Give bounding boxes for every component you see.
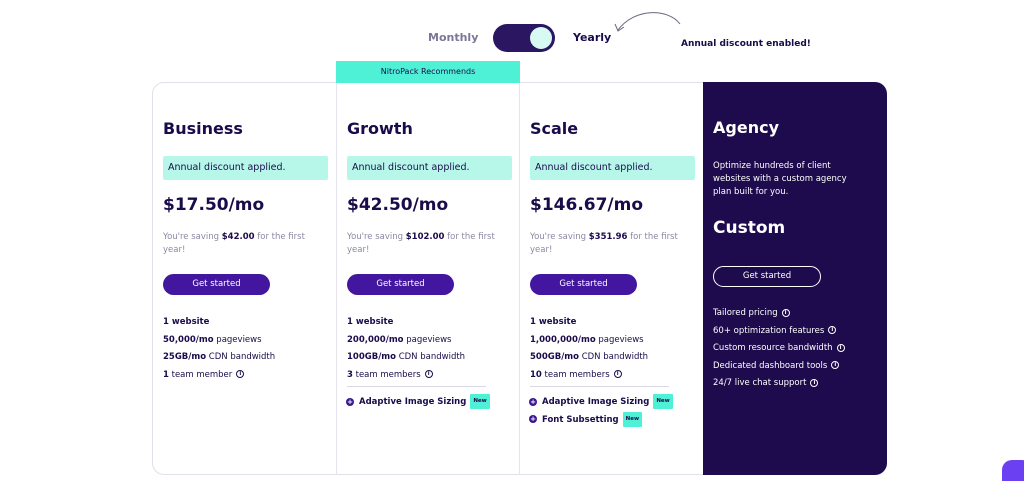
info-icon[interactable]: i (828, 326, 837, 334)
new-badge: New (622, 411, 643, 427)
saving-text: You're saving $42.00 for the first year! (163, 232, 305, 255)
addon-list: + Adaptive Image Sizing New + Font Subsetti… (529, 394, 673, 429)
info-icon[interactable]: i (781, 308, 790, 317)
billing-switch[interactable] (493, 24, 555, 52)
plus-circle-icon: + (346, 397, 354, 406)
plan-price: $146.67/mo (530, 195, 644, 215)
get-started-button[interactable]: Get started (530, 274, 637, 295)
feature-item: 100GB/mo CDN bandwidth (347, 352, 466, 362)
feature-list: Tailored pricing i 60+ optimization featu… (713, 307, 883, 395)
switch-knob (530, 27, 552, 49)
feature-list: 1 website 1,000,000/mo pageviews 500GB/m… (530, 316, 700, 386)
feature-item: 3 team members i (347, 369, 517, 387)
discount-chip: Annual discount applied. (347, 156, 512, 180)
pricing-plans: NitroPack Recommends Business Annual dis… (152, 61, 887, 475)
new-badge: New (653, 394, 673, 409)
discount-chip: Annual discount applied. (530, 156, 695, 180)
get-started-button[interactable]: Get started (163, 274, 270, 295)
plan-agency: Agency Optimize hundreds of client websi… (703, 82, 887, 475)
plan-name: Growth (347, 119, 413, 138)
feature-item: Tailored pricing i (713, 307, 883, 325)
info-icon[interactable]: i (613, 370, 622, 378)
feature-item: 60+ optimization features i (713, 325, 883, 343)
plan-price: Custom (713, 218, 786, 238)
info-icon[interactable]: i (836, 343, 845, 352)
addon-item: + Font Subsetting New (529, 411, 673, 430)
recommend-banner: NitroPack Recommends (336, 61, 520, 83)
info-icon[interactable]: i (424, 370, 433, 378)
feature-list: 1 website 50,000/mo pageviews 25GB/mo CD… (163, 316, 333, 386)
info-icon[interactable]: i (810, 378, 819, 387)
divider (347, 386, 486, 387)
feature-item: 500GB/mo CDN bandwidth (530, 352, 649, 362)
feature-item: 50,000/mo pageviews (163, 334, 262, 345)
plan-name: Agency (713, 118, 779, 137)
plan-business: Business Annual discount applied. $17.50… (153, 83, 336, 474)
saving-text: You're saving $102.00 for the first year… (347, 232, 495, 255)
feature-item: 1 website (163, 317, 210, 327)
feature-item: 25GB/mo CDN bandwidth (163, 352, 276, 362)
feature-item: 1 team member i (163, 369, 333, 387)
feature-list: 1 website 200,000/mo pageviews 100GB/mo … (347, 316, 517, 386)
plan-name: Scale (530, 119, 579, 138)
plan-price: $42.50/mo (347, 195, 449, 215)
curved-arrow-icon (614, 12, 681, 32)
divider (530, 386, 669, 387)
feature-item: 1 website (347, 317, 394, 327)
feature-item: 1 website (530, 317, 577, 327)
plan-name: Business (163, 119, 243, 138)
discount-chip: Annual discount applied. (163, 156, 328, 180)
info-icon[interactable]: i (236, 370, 245, 378)
feature-item: Dedicated dashboard tools i (713, 360, 883, 378)
get-started-button[interactable]: Get started (713, 266, 821, 287)
discount-note: Annual discount enabled! (681, 39, 811, 49)
plan-growth: Growth Annual discount applied. $42.50/m… (336, 83, 519, 474)
saving-text: You're saving $351.96 for the first year… (530, 232, 678, 255)
get-started-button[interactable]: Get started (347, 274, 454, 295)
agency-description: Optimize hundreds of client websites wit… (713, 161, 847, 197)
billing-toggle-bar: Monthly Yearly Annual discount enabled! (0, 12, 1024, 56)
addon-item: + Adaptive Image Sizing New (529, 394, 673, 412)
feature-item: 1,000,000/mo pageviews (530, 334, 644, 345)
plan-scale: Scale Annual discount applied. $146.67/m… (519, 83, 702, 474)
monthly-option[interactable]: Monthly (428, 31, 479, 44)
new-badge: New (470, 394, 490, 409)
chat-icon[interactable] (1002, 460, 1024, 481)
plan-price: $17.50/mo (163, 195, 265, 215)
addon-list: + Adaptive Image Sizing New (346, 394, 490, 412)
feature-item: Custom resource bandwidth i (713, 342, 883, 360)
plus-circle-icon: + (529, 415, 537, 423)
feature-item: 200,000/mo pageviews (347, 334, 452, 345)
info-icon[interactable]: i (831, 361, 840, 369)
feature-item: 24/7 live chat support i (713, 377, 883, 395)
feature-item: 10 team members i (530, 369, 700, 387)
plus-circle-icon: + (529, 397, 537, 406)
yearly-option[interactable]: Yearly (573, 31, 612, 44)
addon-item: + Adaptive Image Sizing New (346, 394, 490, 412)
